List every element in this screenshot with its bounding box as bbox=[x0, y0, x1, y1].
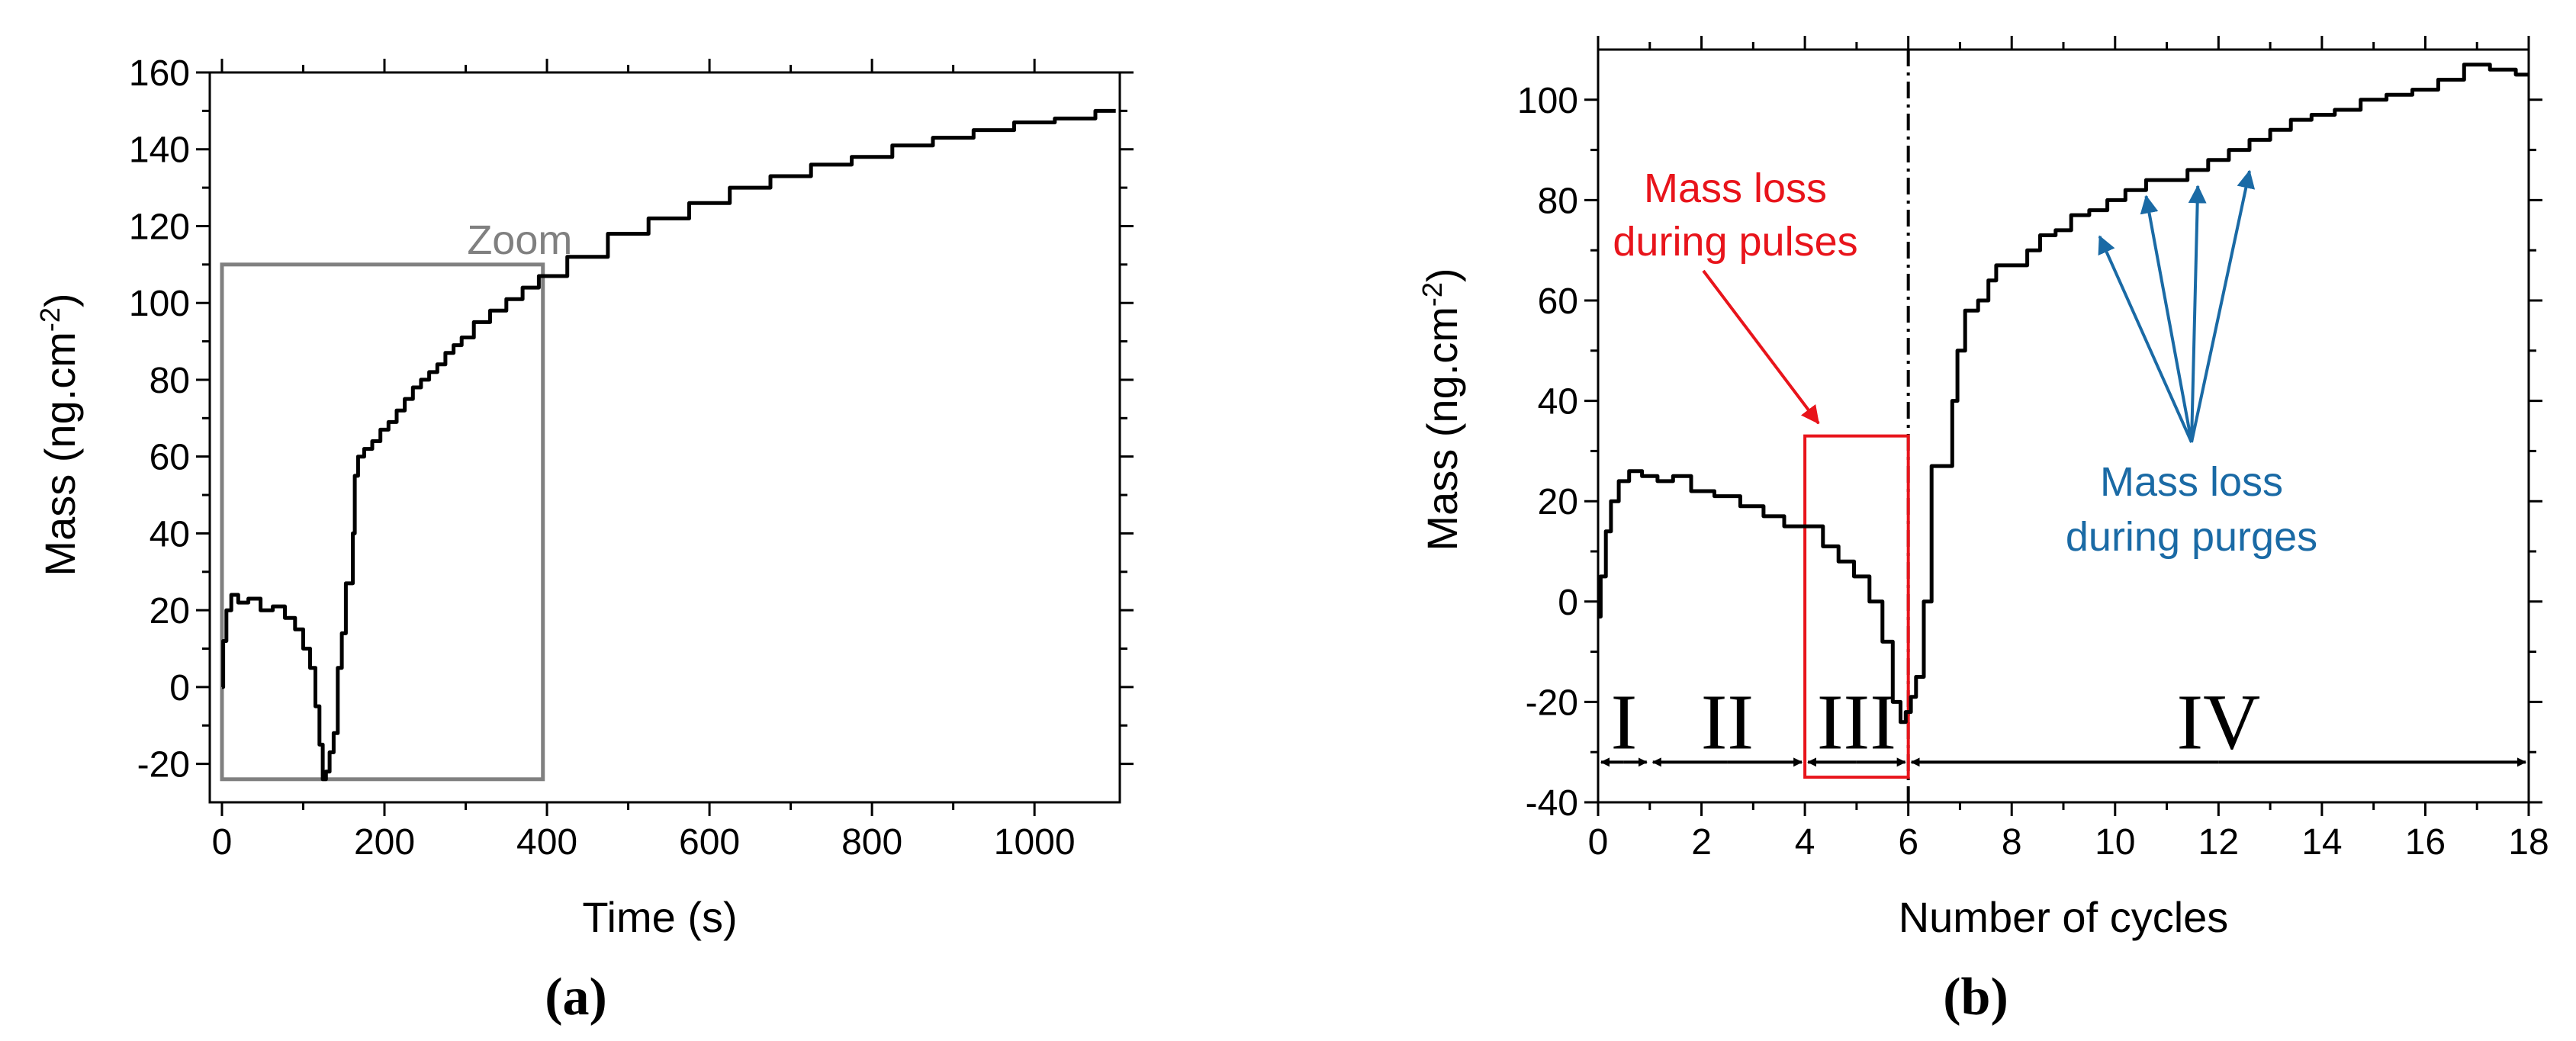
purge-arrow-0 bbox=[2098, 235, 2193, 443]
y-tick-label-0-3: 40 bbox=[150, 514, 190, 554]
zoom-label: Zoom bbox=[467, 217, 572, 263]
x-tick-label-0-4: 800 bbox=[841, 822, 902, 863]
annotation-pulses: Mass loss during pulses bbox=[1613, 165, 1858, 425]
y-tick-label-0-5: 80 bbox=[150, 361, 190, 401]
x-tick-label-1-7: 14 bbox=[2301, 822, 2342, 863]
y-axis-label-b-main: Mass (ng.cm bbox=[1418, 307, 1466, 551]
y-tick-label-1-1: -20 bbox=[1526, 683, 1578, 723]
pulses-text-line1: Mass loss bbox=[1644, 165, 1827, 211]
x-axis-label-b: Number of cycles bbox=[1899, 893, 2229, 941]
series-line-b bbox=[1598, 63, 2529, 725]
y-tick-label-0-1: 0 bbox=[169, 668, 190, 708]
y-axis-label-b-sup: -2 bbox=[1417, 282, 1448, 307]
x-tick-label-1-1: 2 bbox=[1691, 822, 1712, 863]
y-tick-label-1-2: 0 bbox=[1558, 583, 1578, 623]
purge-arrow-2 bbox=[2188, 185, 2207, 443]
x-tick-label-0-3: 600 bbox=[679, 822, 740, 863]
x-tick-label-0-5: 1000 bbox=[994, 822, 1076, 863]
ticks-a: 0 200 400 600 800 1000 -20 0 20 40 60 80 100 120 140 16… bbox=[129, 53, 1134, 863]
phase-label-0: I bbox=[1611, 678, 1638, 766]
x-tick-label-0-2: 400 bbox=[516, 822, 577, 863]
zoom-group: Zoom bbox=[220, 217, 572, 782]
plot-frame-a bbox=[208, 71, 1121, 804]
y-tick-label-1-7: 100 bbox=[1517, 81, 1578, 121]
x-tick-label-1-6: 12 bbox=[2198, 822, 2239, 863]
x-tick-label-0-1: 200 bbox=[354, 822, 415, 863]
y-axis-label-b: Mass (ng.cm-2) bbox=[1417, 268, 1466, 551]
pulses-box bbox=[1803, 434, 1910, 779]
x-tick-label-1-9: 18 bbox=[2508, 822, 2549, 863]
x-tick-label-1-2: 4 bbox=[1795, 822, 1815, 863]
y-tick-label-1-3: 20 bbox=[1538, 482, 1578, 522]
y-tick-label-1-4: 40 bbox=[1538, 382, 1578, 423]
y-tick-label-0-4: 60 bbox=[150, 438, 190, 478]
panel-label-b: (b) bbox=[1943, 968, 2008, 1027]
y-tick-label-0-9: 160 bbox=[129, 53, 190, 94]
y-axis-label-a-close: ) bbox=[36, 293, 84, 307]
zoom-box bbox=[220, 262, 545, 782]
x-axis-label-a: Time (s) bbox=[582, 893, 737, 941]
panel-a: 0 200 400 600 800 1000 -20 0 20 40 60 80 100 120 140 16… bbox=[34, 53, 1134, 1027]
purges-text-line2: during purges bbox=[2066, 514, 2317, 560]
x-tick-label-1-0: 0 bbox=[1588, 822, 1609, 863]
phase-label-1: II bbox=[1701, 678, 1754, 766]
y-tick-label-0-7: 120 bbox=[129, 207, 190, 247]
y-tick-label-1-0: -40 bbox=[1526, 783, 1578, 824]
phase-label-3: IV bbox=[2176, 678, 2260, 766]
y-axis-label-b-close: ) bbox=[1418, 268, 1466, 282]
y-tick-label-1-5: 60 bbox=[1538, 281, 1578, 322]
y-tick-label-0-6: 100 bbox=[129, 284, 190, 324]
y-axis-label-a-main: Mass (ng.cm bbox=[36, 332, 84, 577]
pulses-text-line2: during pulses bbox=[1613, 219, 1857, 265]
phase-label-2: III bbox=[1817, 678, 1896, 766]
pulses-arrow bbox=[1702, 269, 1820, 425]
ticks-b: 0 2 4 6 8 10 12 14 16 18 -40 -20 0 20 40 60 80 100 bbox=[1517, 36, 2549, 863]
series-line-a bbox=[221, 108, 1116, 782]
panel-label-a: (a) bbox=[545, 968, 607, 1027]
phases: I II III IV bbox=[1600, 678, 2526, 767]
y-tick-label-0-8: 140 bbox=[129, 130, 190, 171]
x-tick-label-1-8: 16 bbox=[2405, 822, 2446, 863]
purges-text-line1: Mass loss bbox=[2100, 459, 2283, 505]
y-tick-label-0-2: 20 bbox=[150, 591, 190, 631]
x-tick-label-1-5: 10 bbox=[2095, 822, 2135, 863]
purge-arrow-1 bbox=[2140, 194, 2193, 443]
x-tick-label-0-0: 0 bbox=[212, 822, 233, 863]
x-tick-label-1-3: 6 bbox=[1898, 822, 1918, 863]
x-tick-label-1-4: 8 bbox=[2002, 822, 2022, 863]
purge-arrow-3 bbox=[2190, 169, 2256, 443]
y-tick-label-1-6: 80 bbox=[1538, 181, 1578, 221]
y-axis-label-a: Mass (ng.cm-2) bbox=[34, 293, 84, 576]
annotation-purges: Mass loss during purges bbox=[2066, 169, 2317, 560]
y-tick-label-0-0: -20 bbox=[137, 745, 190, 786]
y-axis-label-a-sup: -2 bbox=[34, 307, 66, 332]
